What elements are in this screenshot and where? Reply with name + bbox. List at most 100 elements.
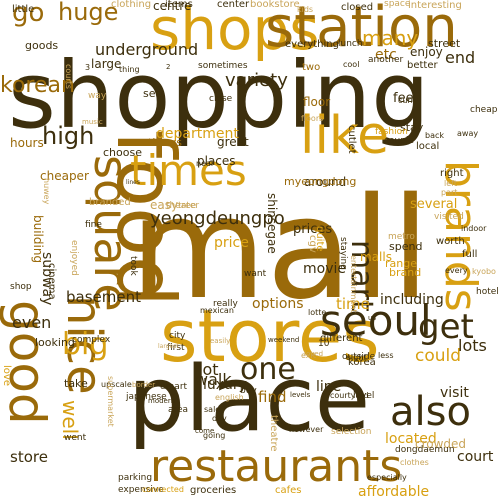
- word-items: items: [165, 0, 193, 10]
- word-cinema: cinema: [46, 263, 57, 300]
- word-easily: easily: [210, 337, 231, 345]
- word-korea: korea: [348, 357, 376, 368]
- word-also: also: [390, 389, 471, 435]
- word-options: options: [252, 296, 304, 312]
- word-mall: mall: [130, 168, 430, 331]
- word-seoul: seoul: [320, 296, 432, 345]
- word-went: went: [64, 433, 87, 443]
- word-couple: couple: [384, 136, 414, 146]
- word-place: place: [128, 347, 371, 452]
- word-enjoy: enjoy: [410, 45, 443, 59]
- word-emart: emart: [160, 382, 188, 392]
- word-dongdaemun: dongdaemun: [395, 445, 455, 455]
- word-find: find: [258, 388, 287, 406]
- word-right: right: [440, 168, 464, 179]
- word-local: local: [416, 141, 440, 152]
- word-lines: lines: [126, 179, 140, 186]
- word-affordable: affordable: [358, 484, 430, 500]
- word-goods: goods: [25, 39, 59, 52]
- word-lot: lot: [198, 360, 219, 379]
- word-visit: visit: [440, 385, 469, 401]
- word-floor: floor: [303, 95, 331, 109]
- word-center: center: [217, 0, 250, 10]
- word-worth: worth: [436, 236, 465, 247]
- word-malls: malls: [360, 250, 392, 264]
- word-clothing: clothing: [111, 0, 152, 10]
- word-interesting: interesting: [408, 0, 462, 11]
- word-go: go: [12, 0, 45, 28]
- word-underground: underground: [95, 40, 199, 59]
- word-court: court: [457, 449, 494, 465]
- word-choose: choose: [103, 146, 142, 159]
- word-several: several: [410, 197, 458, 212]
- word-cheap: cheap: [470, 105, 498, 115]
- word-line: line: [316, 379, 342, 395]
- word-away: away: [457, 129, 479, 138]
- word-shops: shops: [150, 0, 320, 63]
- word-enjoyed: enjoyed: [69, 240, 79, 276]
- word-kyobo: kyobo: [472, 267, 496, 276]
- word-supermarket: supermarket: [106, 376, 115, 427]
- word-around: around: [304, 175, 347, 189]
- word-sometimes: sometimes: [198, 61, 248, 71]
- word-store: store: [10, 448, 48, 466]
- word-get: get: [418, 307, 474, 347]
- word-left: left: [444, 179, 457, 188]
- word-stay: stay: [400, 121, 424, 134]
- word-lots: lots: [458, 336, 487, 355]
- word-theater: theater: [166, 201, 200, 211]
- word-better: better: [407, 60, 438, 71]
- word-movie: movie: [303, 261, 346, 277]
- word-could: could: [415, 346, 462, 366]
- word-levels: levels: [290, 391, 311, 399]
- word-price: price: [214, 235, 249, 251]
- word-however: however: [289, 425, 324, 434]
- word-every: every: [445, 266, 468, 275]
- word-outside: outside: [342, 352, 376, 362]
- word-brand: brand: [389, 266, 422, 279]
- word-another: another: [368, 55, 404, 65]
- word-shinsegae: shinsegae: [265, 193, 279, 254]
- word-entertainment: entertainment: [349, 255, 358, 313]
- word-centre: centre: [153, 0, 192, 13]
- word-looking: looking: [35, 336, 75, 349]
- word-spend: spend: [389, 240, 423, 253]
- word-city: city: [169, 331, 186, 341]
- word-loved: loved: [304, 350, 324, 358]
- word-sale: sale: [204, 405, 221, 414]
- word-yeongdeungpo: yeongdeungpo: [150, 208, 285, 229]
- word-upscale: upscale: [101, 380, 132, 389]
- word-floors: floors: [301, 114, 324, 123]
- word-take: take: [64, 377, 88, 390]
- word-feel: feel: [393, 91, 418, 106]
- word-border: border: [132, 381, 156, 389]
- word-little: little: [12, 4, 35, 15]
- word-back: back: [425, 131, 445, 140]
- word-staying: staying: [338, 237, 348, 270]
- word-lotte: lotte: [308, 308, 327, 317]
- word-eight: eight: [346, 353, 367, 362]
- word-street: street: [428, 37, 461, 50]
- word-end: end: [445, 48, 476, 67]
- word-variety: variety: [225, 70, 288, 91]
- word-visited: visited: [434, 212, 464, 222]
- word-tree: tree: [178, 201, 197, 211]
- word-mexican: mexican: [200, 306, 234, 315]
- word-complex: complex: [72, 335, 111, 345]
- word-clothes: clothes: [400, 458, 429, 467]
- word-cafes: cafes: [275, 485, 302, 496]
- word-2: 2: [166, 63, 171, 71]
- word-bookstore: bookstore: [250, 0, 300, 10]
- word-branded: branded: [89, 197, 131, 208]
- word-come: come: [195, 427, 215, 435]
- word-cheaper: cheaper: [40, 169, 89, 183]
- word-stores: stores: [160, 294, 380, 378]
- word-near: near: [196, 159, 215, 168]
- word-luxury: luxury: [203, 377, 247, 393]
- word-see: see: [143, 87, 163, 100]
- word-metro: metro: [388, 232, 415, 242]
- word-connected: connected: [142, 485, 184, 494]
- word-even: even: [12, 313, 52, 332]
- word-building: building: [31, 215, 45, 264]
